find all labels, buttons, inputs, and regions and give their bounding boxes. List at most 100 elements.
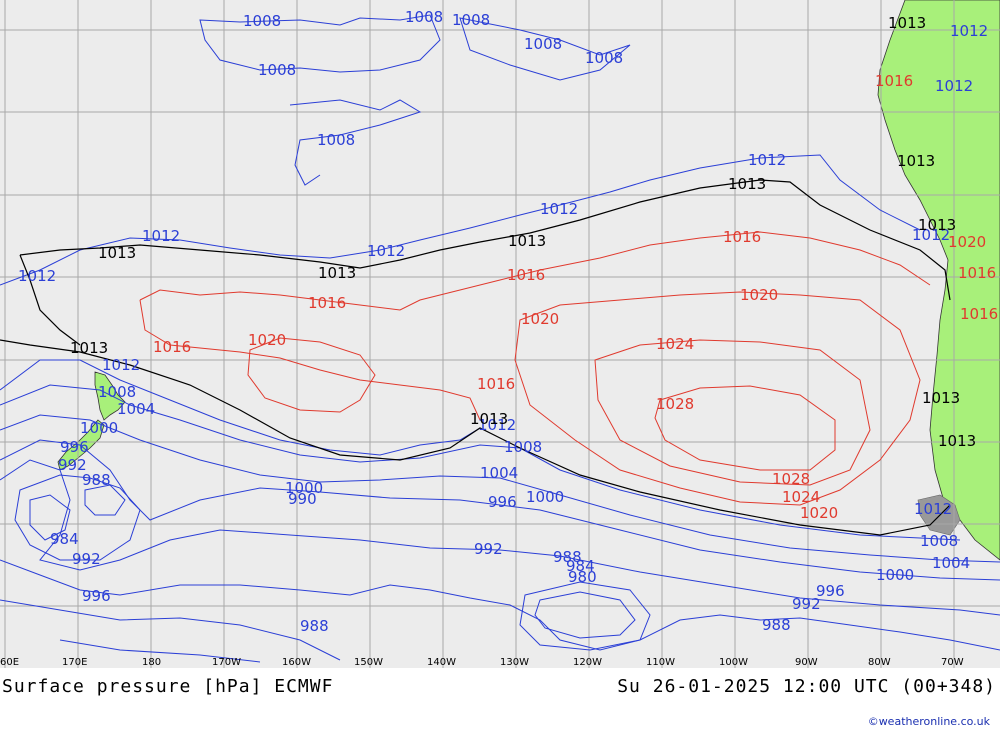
isobar-label: 1020 xyxy=(800,504,838,522)
isobar-label: 1016 xyxy=(875,72,913,90)
isobar-label: 990 xyxy=(288,490,317,508)
isobar-label: 1004 xyxy=(117,400,155,418)
lon-label: 110W xyxy=(646,657,675,668)
surface-pressure-map: 60E 170E 180 170W 160W 150W 140W 130W 12… xyxy=(0,0,1000,668)
isobar-label: 996 xyxy=(816,582,845,600)
ocean-background xyxy=(0,0,1000,668)
lon-label: 100W xyxy=(719,657,748,668)
chart-title: Surface pressure [hPa] ECMWF xyxy=(2,676,334,697)
isobar-label: 1012 xyxy=(950,22,988,40)
isobar-label: 992 xyxy=(474,540,503,558)
isobar-label: 988 xyxy=(300,617,329,635)
lon-label: 160W xyxy=(282,657,311,668)
isobar-label: 1020 xyxy=(521,310,559,328)
valid-time: Su 26-01-2025 12:00 UTC (00+348) xyxy=(617,676,996,697)
isobar-label: 1012 xyxy=(912,226,950,244)
isobar-label: 980 xyxy=(568,568,597,586)
isobar-label: 1024 xyxy=(782,488,820,506)
longitude-labels: 60E 170E 180 170W 160W 150W 140W 130W 12… xyxy=(0,657,964,668)
lon-label: 140W xyxy=(427,657,456,668)
new-zealand-south-land xyxy=(57,419,105,471)
lon-label: 90W xyxy=(795,657,818,668)
isobar-label: 1008 xyxy=(98,383,136,401)
isobar-label: 1013 xyxy=(897,152,935,170)
isobar-label: 1013 xyxy=(318,264,356,282)
isobar-label: 1028 xyxy=(656,395,694,413)
isobar-1013 xyxy=(0,179,951,536)
isobar-label: 1013 xyxy=(98,244,136,262)
isobar-label: 1012 xyxy=(748,151,786,169)
isobar-label: 1012 xyxy=(142,227,180,245)
isobar-label: 1008 xyxy=(524,35,562,53)
isobar-label: 1012 xyxy=(914,500,952,518)
land-masses xyxy=(57,0,1000,561)
isobar-label: 1012 xyxy=(367,242,405,260)
isobar-label: 1028 xyxy=(772,470,810,488)
isobar-label: 996 xyxy=(82,587,111,605)
lon-label: 180 xyxy=(142,657,161,668)
isobar-label: 1012 xyxy=(935,77,973,95)
isobar-label: 1016 xyxy=(723,228,761,246)
isobar-label: 996 xyxy=(60,438,89,456)
isobar-label: 1008 xyxy=(585,49,623,67)
isobar-label: 1013 xyxy=(470,410,508,428)
isobars-low xyxy=(0,14,1000,663)
isobar-label: 1020 xyxy=(948,233,986,251)
isobar-label: 1016 xyxy=(507,266,545,284)
lon-label: 60E xyxy=(0,657,19,668)
isobar-labels-high: 1016 1016 1016 1016 1020 1020 1020 1016 … xyxy=(153,72,998,522)
isobar-label: 1008 xyxy=(405,8,443,26)
lon-label: 170E xyxy=(62,657,87,668)
isobar-label: 1012 xyxy=(102,356,140,374)
isobar-label: 1016 xyxy=(958,264,996,282)
new-zealand-north-land xyxy=(94,371,126,421)
lon-label: 70W xyxy=(941,657,964,668)
isobar-label: 988 xyxy=(553,548,582,566)
isobar-label: 1008 xyxy=(317,131,355,149)
isobar-label: 988 xyxy=(82,471,111,489)
isobar-label: 1000 xyxy=(876,566,914,584)
isobar-label: 1008 xyxy=(452,11,490,29)
isobar-labels-low: 1008 1008 1008 1008 1008 1008 1008 1012 … xyxy=(18,8,988,635)
isobar-label: 1012 xyxy=(478,416,516,434)
isobar-label: 1013 xyxy=(938,432,976,450)
isobar-label: 1004 xyxy=(480,464,518,482)
isobar-label: 1024 xyxy=(656,335,694,353)
isobar-label: 1000 xyxy=(285,479,323,497)
isobar-label: 1008 xyxy=(504,438,542,456)
isobar-label: 1000 xyxy=(80,419,118,437)
isobar-label: 996 xyxy=(488,493,517,511)
isobar-label: 992 xyxy=(72,550,101,568)
lon-label: 150W xyxy=(354,657,383,668)
isobar-label: 984 xyxy=(566,557,595,575)
isobar-label: 992 xyxy=(792,595,821,613)
lon-label: 170W xyxy=(212,657,241,668)
isobar-label: 1004 xyxy=(932,554,970,572)
isobar-label: 984 xyxy=(50,530,79,548)
lon-label: 80W xyxy=(868,657,891,668)
isobar-label: 1016 xyxy=(153,338,191,356)
credit-link[interactable]: ©weatheronline.co.uk xyxy=(867,715,990,728)
isobar-label: 1016 xyxy=(960,305,998,323)
isobars-high xyxy=(139,231,931,506)
isobar-label: 1012 xyxy=(18,267,56,285)
isobar-label: 1016 xyxy=(477,375,515,393)
isobar-label: 1013 xyxy=(922,389,960,407)
isobar-label: 1012 xyxy=(540,200,578,218)
isobar-label: 1020 xyxy=(248,331,286,349)
isobar-label: 1008 xyxy=(258,61,296,79)
isobar-label: 1016 xyxy=(308,294,346,312)
isobar-label: 1013 xyxy=(508,232,546,250)
isobar-label: 992 xyxy=(58,456,87,474)
isobar-labels-1013: 1013 1013 1013 1013 1013 1013 1013 1013 … xyxy=(70,14,976,450)
isobar-label: 1000 xyxy=(526,488,564,506)
isobar-label: 1013 xyxy=(728,175,766,193)
lon-label: 120W xyxy=(573,657,602,668)
isobar-label: 1008 xyxy=(243,12,281,30)
isobar-label: 988 xyxy=(762,616,791,634)
isobar-label: 1008 xyxy=(920,532,958,550)
lon-label: 130W xyxy=(500,657,529,668)
lat-lon-grid xyxy=(0,0,1000,668)
isobar-label: 1013 xyxy=(918,216,956,234)
isobar-label: 1020 xyxy=(740,286,778,304)
